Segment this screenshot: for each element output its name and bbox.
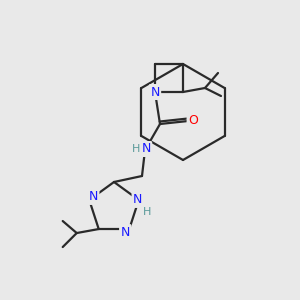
- Text: H: H: [142, 207, 151, 217]
- Text: N: N: [141, 142, 151, 155]
- Text: O: O: [188, 115, 198, 128]
- Text: N: N: [133, 194, 142, 206]
- Text: N: N: [150, 85, 160, 98]
- Text: N: N: [88, 190, 98, 203]
- Text: H: H: [132, 144, 140, 154]
- Text: N: N: [121, 226, 130, 238]
